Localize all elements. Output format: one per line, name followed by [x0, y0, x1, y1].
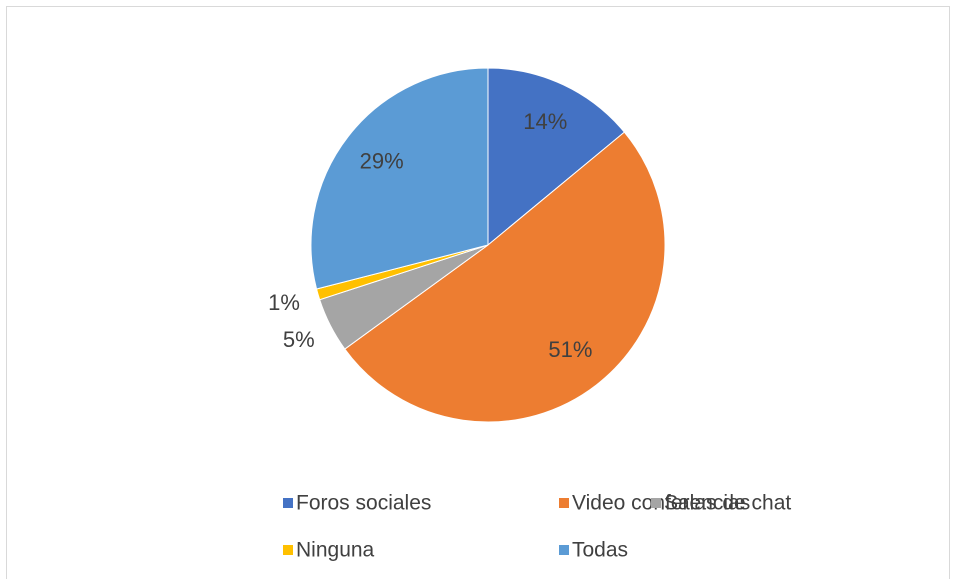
legend-label: Foros sociales	[296, 492, 431, 515]
data-label: 29%	[360, 148, 404, 173]
legend-swatch	[651, 498, 661, 508]
data-label: 5%	[283, 327, 315, 352]
legend-swatch	[283, 545, 293, 555]
legend-label: Todas	[572, 539, 628, 562]
legend-swatch	[559, 545, 569, 555]
data-label: 51%	[548, 337, 592, 362]
data-label: 14%	[523, 109, 567, 134]
data-label: 1%	[268, 290, 300, 315]
pie-slice	[487, 67, 626, 247]
pie-slice	[310, 67, 489, 290]
legend-label: Video conferencias	[572, 492, 750, 515]
legend-swatch	[283, 498, 293, 508]
legend-label: Ninguna	[296, 539, 375, 562]
pie-slice	[344, 131, 666, 423]
legend-swatch	[559, 498, 569, 508]
legend-label: Salas de chat	[664, 492, 791, 515]
